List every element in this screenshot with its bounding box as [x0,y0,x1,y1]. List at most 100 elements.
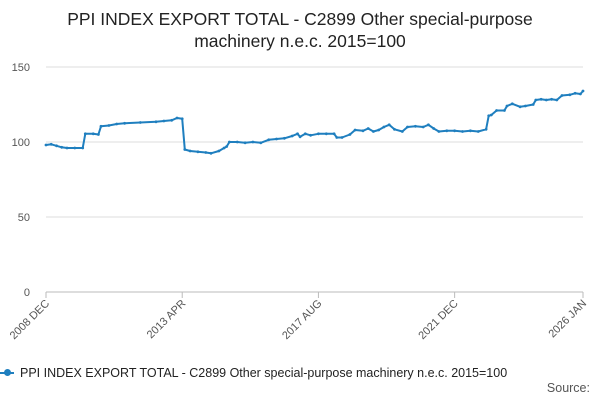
data-point[interactable] [518,105,522,109]
data-point[interactable] [393,127,396,131]
data-point[interactable] [162,119,166,123]
data-point[interactable] [251,140,255,144]
data-point[interactable] [196,150,200,154]
data-point[interactable] [484,127,488,131]
data-point[interactable] [243,141,247,145]
data-point[interactable] [332,132,336,136]
data-point[interactable] [107,124,111,127]
data-point[interactable] [83,132,87,136]
data-point[interactable] [406,125,409,129]
data-point[interactable] [228,140,231,144]
series-line [45,90,584,155]
data-point[interactable] [290,134,294,138]
data-point[interactable] [275,137,278,141]
data-points [44,89,585,155]
data-point[interactable] [400,130,404,133]
data-point[interactable] [427,123,430,127]
data-point[interactable] [544,98,548,102]
data-point[interactable] [91,132,95,136]
data-point[interactable] [324,132,328,136]
data-point[interactable] [372,130,375,133]
data-point[interactable] [180,117,184,121]
data-point[interactable] [534,98,538,102]
data-point[interactable] [377,128,381,132]
data-point[interactable] [432,127,436,130]
data-point[interactable] [81,146,85,150]
data-point[interactable] [469,129,472,133]
data-point[interactable] [55,144,58,148]
data-point[interactable] [183,148,187,151]
data-point[interactable] [487,114,491,118]
data-point[interactable] [209,151,213,155]
data-point[interactable] [489,113,493,117]
data-point[interactable] [60,145,64,149]
data-point[interactable] [97,133,100,136]
gridlines [46,66,583,293]
data-point[interactable] [539,97,543,101]
data-point[interactable] [317,132,320,136]
data-point[interactable] [568,93,572,97]
data-point[interactable] [524,104,527,108]
x-tick-label: 2008 DEC [8,298,52,342]
data-point[interactable] [298,135,302,139]
data-point[interactable] [296,132,299,136]
chart-title: PPI INDEX EXPORT TOTAL - C2899 Other spe… [0,8,600,52]
data-point[interactable] [309,133,312,137]
data-point[interactable] [437,130,441,133]
data-point[interactable] [495,109,498,112]
data-point[interactable] [503,109,506,112]
data-point[interactable] [65,146,69,150]
data-point[interactable] [560,94,564,97]
data-point[interactable] [581,89,585,93]
data-point[interactable] [259,141,263,145]
data-point[interactable] [382,125,386,129]
data-point[interactable] [353,128,357,132]
data-point[interactable] [73,146,77,150]
data-point[interactable] [421,125,425,129]
y-tick-label: 50 [18,212,30,224]
data-point[interactable] [217,149,221,153]
data-point[interactable] [44,143,48,147]
data-point[interactable] [476,130,480,133]
data-point[interactable] [138,121,142,124]
data-point[interactable] [387,123,391,127]
data-point[interactable] [188,149,192,153]
data-point[interactable] [267,138,271,142]
data-point[interactable] [225,145,229,148]
data-point[interactable] [154,120,158,124]
data-point[interactable] [348,133,352,136]
data-point[interactable] [531,103,535,106]
data-point[interactable] [49,142,53,146]
data-point[interactable] [573,91,577,95]
data-point[interactable] [303,132,307,136]
data-point[interactable] [170,118,174,122]
data-point[interactable] [340,136,344,139]
y-axis: 0 50 100 150 [12,62,30,299]
data-point[interactable] [510,102,514,106]
data-point[interactable] [115,122,119,126]
data-point[interactable] [99,124,103,128]
legend-swatch [0,366,14,380]
x-tick-label: 2026 JAN [546,298,589,341]
data-point[interactable] [505,104,509,108]
data-point[interactable] [445,129,449,133]
data-point[interactable] [366,127,370,130]
data-point[interactable] [222,146,226,150]
chart-title-line-1: PPI INDEX EXPORT TOTAL - C2899 Other spe… [67,9,533,29]
data-point[interactable] [283,136,286,140]
data-point[interactable] [550,97,553,101]
data-point[interactable] [414,124,417,128]
data-point[interactable] [235,140,239,144]
x-tick-label: 2017 AUG [280,298,324,342]
data-point[interactable] [453,129,456,133]
legend[interactable]: PPI INDEX EXPORT TOTAL - C2899 Other spe… [0,366,600,380]
data-point[interactable] [555,98,559,102]
data-point[interactable] [335,136,339,139]
data-point[interactable] [361,129,365,133]
data-point[interactable] [579,92,582,96]
data-point[interactable] [175,116,179,120]
data-point[interactable] [204,151,208,154]
data-point[interactable] [461,130,464,133]
data-point[interactable] [123,121,126,125]
